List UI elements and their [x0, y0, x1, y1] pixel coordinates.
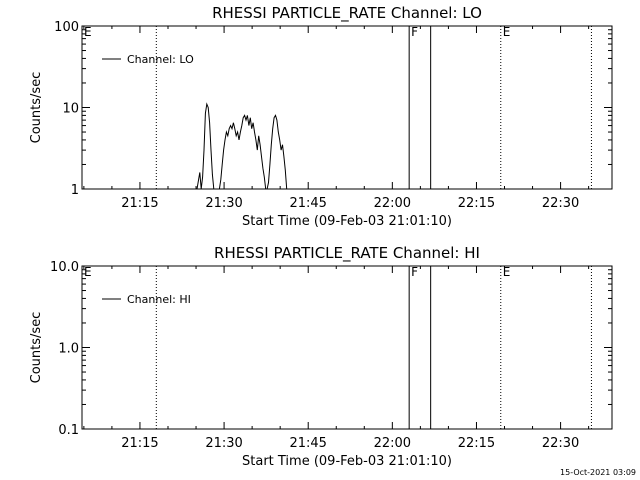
chart-panel-2: RHESSI PARTICLE_RATE Channel: HI Start Ti… [29, 244, 613, 469]
y-axis-label: Counts/sec [29, 72, 44, 144]
x-tick-label: 21:30 [205, 436, 242, 451]
y-tick-label: 1.0 [58, 342, 79, 357]
x-tick-label: 22:30 [542, 436, 579, 451]
x-tick-label: 21:30 [205, 196, 242, 211]
x-tick-label: 22:30 [542, 196, 579, 211]
x-axis-label: Start Time (09-Feb-03 21:01:10) [242, 214, 452, 229]
y-tick-label: 10 [62, 102, 79, 117]
event-marker-label: F [411, 265, 418, 279]
event-marker-label: E [84, 25, 92, 39]
series-line-1 [196, 102, 298, 190]
y-tick-label: 0.1 [58, 423, 79, 438]
x-tick-label: 21:15 [121, 196, 158, 211]
y-axis-label: Counts/sec [29, 312, 44, 384]
y-tick-label: 100 [54, 20, 79, 35]
y-tick-label: 1 [71, 183, 79, 198]
event-marker-label: E [84, 265, 92, 279]
plot-frame [81, 25, 613, 190]
x-tick-label: 22:00 [374, 436, 411, 451]
plot-frame [81, 265, 613, 430]
x-tick-label: 21:45 [289, 436, 326, 451]
x-tick-label: 21:15 [121, 436, 158, 451]
x-tick-label: 22:15 [458, 436, 495, 451]
legend-entry: Channel: HI [127, 293, 191, 306]
chart-title: RHESSI PARTICLE_RATE Channel: HI [214, 244, 480, 263]
event-marker-label: E [503, 25, 511, 39]
x-tick-label: 21:45 [289, 196, 326, 211]
x-axis-label: Start Time (09-Feb-03 21:01:10) [242, 454, 452, 469]
chart-panel-1: RHESSI PARTICLE_RATE Channel: LO Start Ti… [29, 4, 613, 229]
event-marker-label: E [503, 265, 511, 279]
x-tick-label: 22:00 [374, 196, 411, 211]
event-marker-label: F [411, 25, 418, 39]
footer-timestamp: 15-Oct-2021 03:09 [560, 468, 636, 477]
chart-title: RHESSI PARTICLE_RATE Channel: LO [212, 4, 482, 23]
y-tick-label: 10.0 [50, 260, 79, 275]
legend-entry: Channel: LO [127, 53, 194, 66]
x-tick-label: 22:15 [458, 196, 495, 211]
